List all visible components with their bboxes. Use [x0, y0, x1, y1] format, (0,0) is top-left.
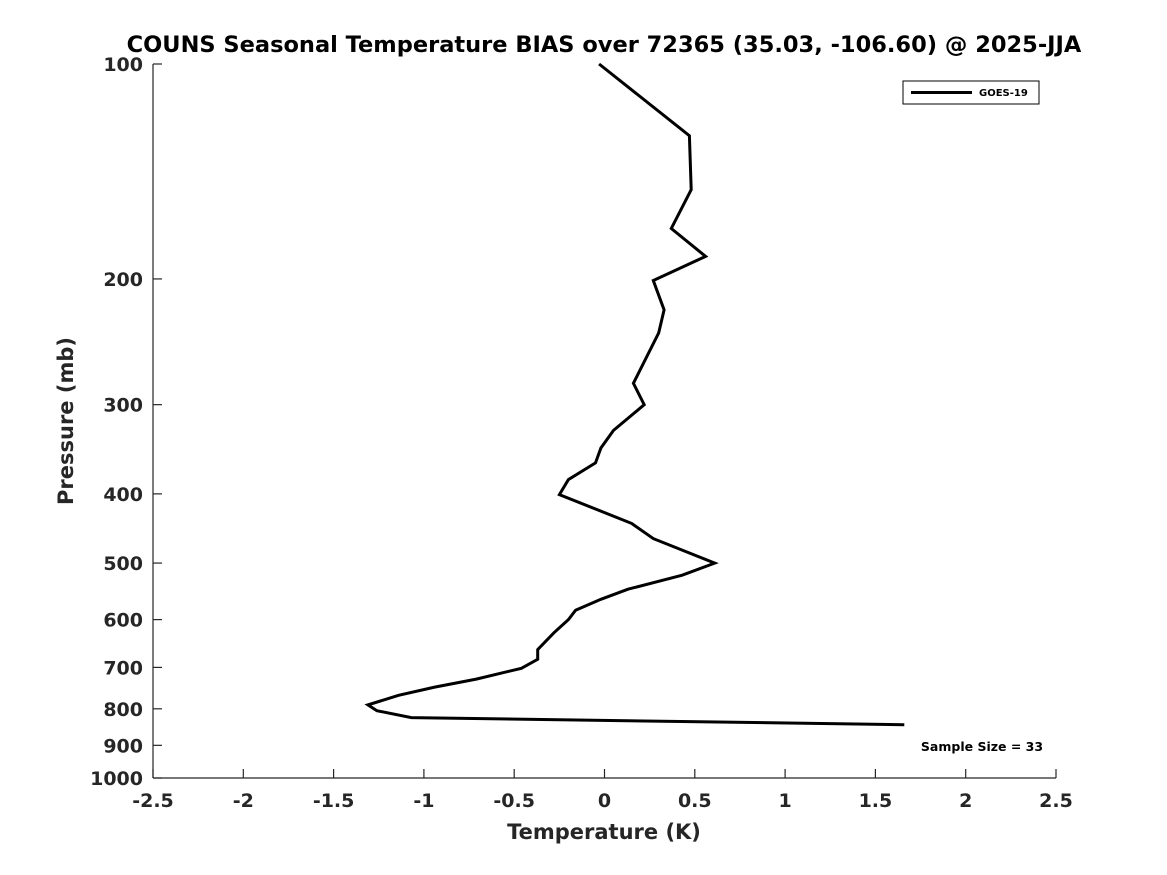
y-tick-label: 800: [103, 699, 143, 721]
y-tick-label: 900: [103, 735, 143, 757]
y-tick-label: 700: [103, 657, 143, 679]
y-tick-label: 600: [103, 610, 143, 632]
x-tick-label: 1: [778, 790, 791, 812]
legend: GOES-19: [902, 80, 1040, 105]
series-line: [364, 62, 905, 727]
y-tick-label: 200: [103, 269, 143, 291]
y-tick-label: 400: [103, 484, 143, 506]
x-tick-label: 0.5: [678, 790, 712, 812]
y-tick-label: 1000: [90, 768, 143, 790]
y-tick-label: 500: [103, 553, 143, 575]
x-tick-label: -1.5: [313, 790, 355, 812]
axes: -2.5 -2 -1.5 -1 -0.5 0 0.5 1 1.5 2 2.5 100 200 300 400…: [90, 54, 1073, 812]
x-axis-label: Temperature (K): [507, 820, 701, 844]
data-series: [364, 62, 905, 727]
x-tick-label: 2.5: [1039, 790, 1073, 812]
x-tick-label: 2: [959, 790, 972, 812]
chart-title: COUNS Seasonal Temperature BIAS over 723…: [127, 32, 1082, 58]
x-tick-label: -2.5: [132, 790, 174, 812]
x-tick-label: -2: [233, 790, 254, 812]
sample-size-annotation: Sample Size = 33: [921, 739, 1043, 754]
x-tick-label: -0.5: [493, 790, 535, 812]
y-tick-label: 100: [103, 54, 143, 76]
y-axis-label: Pressure (mb): [54, 337, 78, 505]
legend-label: GOES-19: [979, 88, 1028, 99]
x-tick-label: 0: [598, 790, 611, 812]
x-tick-label: 1.5: [859, 790, 893, 812]
x-tick-label: -1: [413, 790, 434, 812]
y-tick-label: 300: [103, 395, 143, 417]
